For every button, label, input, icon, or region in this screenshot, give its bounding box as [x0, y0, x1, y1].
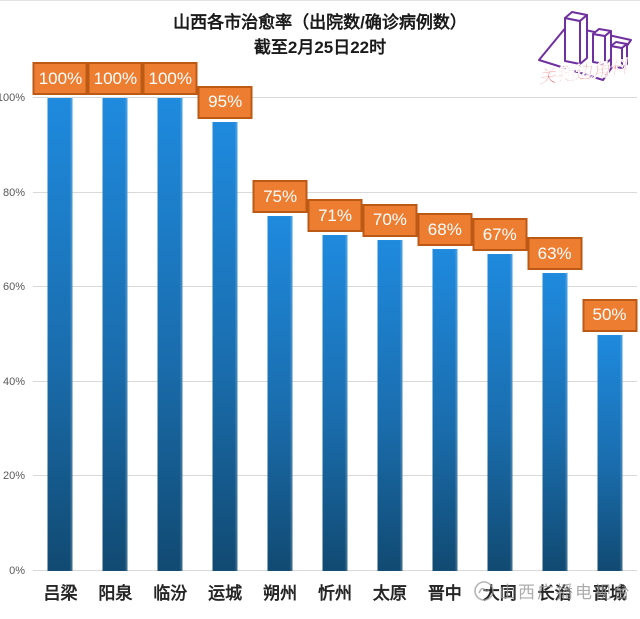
- bar: [542, 273, 568, 571]
- station-watermark-text: 山西广播电视台: [499, 583, 632, 602]
- data-label: 75%: [252, 180, 308, 214]
- bar: [377, 239, 403, 571]
- bar: [157, 98, 183, 571]
- bar-column: 95% 运城: [197, 85, 253, 603]
- chart-title-line2: 截至2月25日22时: [253, 38, 387, 57]
- data-label: 100%: [87, 62, 143, 95]
- x-axis-label: 大同: [482, 584, 517, 603]
- x-axis-label: 长治: [537, 584, 572, 603]
- x-axis-label: 晋中: [427, 584, 462, 603]
- station-logo-icon: [474, 580, 494, 601]
- data-label: 100%: [32, 62, 88, 95]
- station-watermark: 山西广播电视台: [473, 578, 632, 603]
- logo-bar-small-side: [621, 43, 628, 69]
- bar-column: 50% 晋城: [582, 98, 638, 603]
- x-axis-label: 朔州: [263, 584, 298, 603]
- bar-column: 100% 吕梁: [32, 62, 88, 603]
- x-axis-label: 忻州: [317, 584, 352, 603]
- bar: [487, 254, 513, 571]
- bar-column: 100% 阳泉: [87, 62, 143, 603]
- chart-title-line1: 山西各市治愈率（出院数/确诊病例数）: [173, 13, 467, 32]
- x-axis-label: 临汾: [153, 584, 188, 603]
- logo-bar-tall-side: [579, 14, 588, 65]
- bar-column: 71% 忻州: [307, 98, 363, 603]
- corner-watermark-logo: 关键边角料: [537, 11, 632, 88]
- bar-column: 63% 长治: [527, 98, 583, 603]
- data-label: 71%: [307, 199, 363, 233]
- bar: [212, 121, 238, 571]
- y-tick-label: 80%: [2, 186, 25, 199]
- gridline: [33, 191, 637, 193]
- bar: [322, 235, 348, 571]
- bar: [267, 216, 293, 571]
- bar: [47, 98, 73, 571]
- logo-floor-shape: [538, 25, 632, 81]
- bar-column: 100% 临汾: [142, 62, 198, 603]
- y-tick-label: 0%: [9, 565, 25, 577]
- data-label: 68%: [417, 213, 473, 247]
- logo-bar-tall-front: [564, 17, 581, 65]
- y-tick-label: 100%: [0, 92, 25, 104]
- x-axis-label: 运城: [208, 584, 243, 603]
- y-tick-label: 40%: [2, 375, 25, 388]
- x-axis-label: 太原: [372, 584, 407, 603]
- corner-watermark-text: 关键边角料: [537, 57, 631, 88]
- data-label: 100%: [142, 62, 198, 95]
- bar-column: 67% 大同: [472, 98, 528, 603]
- data-label: 67%: [472, 218, 528, 252]
- bar: [102, 98, 128, 571]
- x-axis-label: 晋城: [592, 584, 627, 603]
- x-axis-label: 阳泉: [98, 584, 133, 603]
- bar: [597, 334, 623, 571]
- bar-column: 68% 晋中: [417, 98, 473, 603]
- plot-area: 100% 吕梁 100% 阳泉 100% 临汾 95% 运城 75% 朔州 71% 忻州 70% 太原 68…: [32, 62, 638, 603]
- bar-column: 75% 朔州: [252, 98, 308, 603]
- gridline: [33, 97, 637, 98]
- data-label: 50%: [582, 298, 638, 332]
- y-tick-label: 60%: [2, 281, 25, 294]
- y-axis-labels: 0% 20% 40% 60% 80% 100%: [0, 92, 28, 577]
- chart-title: 山西各市治愈率（出院数/确诊病例数） 截至2月25日22时: [0, 10, 640, 60]
- y-tick-label: 20%: [2, 470, 25, 483]
- data-label: 70%: [362, 203, 418, 237]
- x-axis-label: 吕梁: [43, 584, 78, 603]
- data-label: 63%: [527, 237, 583, 271]
- data-label: 95%: [197, 85, 253, 119]
- bar: [432, 249, 458, 571]
- bar-column: 70% 太原: [362, 98, 418, 603]
